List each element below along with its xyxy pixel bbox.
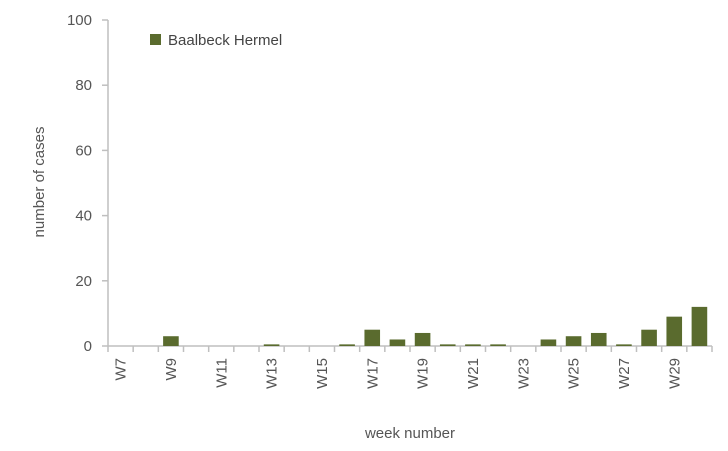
legend: Baalbeck Hermel <box>150 32 282 49</box>
y-axis-title: number of cases <box>31 127 48 238</box>
x-tick-label: W9 <box>163 358 180 381</box>
bar <box>666 316 683 346</box>
bar <box>616 344 632 346</box>
x-axis-title: week number <box>364 425 455 442</box>
bars <box>163 306 708 346</box>
x-tick-label: W13 <box>264 358 281 389</box>
y-tick-label: 60 <box>75 142 92 159</box>
x-tick-label: W27 <box>616 358 633 389</box>
x-tick-label: W7 <box>113 358 130 381</box>
bar <box>565 336 582 346</box>
y-axis: 0 20 40 60 80 100 <box>67 12 109 355</box>
y-tick-label: 0 <box>84 338 92 355</box>
y-tick-label: 40 <box>75 208 92 225</box>
bar <box>339 344 355 346</box>
bar <box>540 339 557 346</box>
x-tick-label: W25 <box>566 358 583 389</box>
bar <box>364 329 381 346</box>
x-tick-label: W23 <box>515 358 532 389</box>
x-tick-label: W29 <box>666 358 683 389</box>
bar <box>163 336 179 346</box>
bar <box>590 332 607 346</box>
bar <box>465 344 481 346</box>
bar <box>691 306 708 346</box>
y-tick-label: 80 <box>75 77 92 94</box>
y-tick-label: 100 <box>67 12 92 29</box>
bar <box>414 332 431 346</box>
bar <box>641 329 657 346</box>
x-axis: W7 W9 W11 W13 W15 W17 W19 W21 W23 W25 W27 W29 <box>107 345 713 389</box>
x-tick-label: W11 <box>213 358 230 388</box>
x-tick-label: W19 <box>415 358 432 389</box>
bar <box>389 339 406 346</box>
x-tick-label: W21 <box>465 358 482 389</box>
bar <box>263 344 280 346</box>
bar <box>490 344 506 346</box>
bar <box>439 344 456 346</box>
y-tick-label: 20 <box>75 273 92 290</box>
legend-swatch <box>150 34 161 45</box>
x-tick-label: W15 <box>314 358 331 389</box>
legend-label: Baalbeck Hermel <box>168 32 282 49</box>
x-tick-label: W17 <box>364 358 381 389</box>
